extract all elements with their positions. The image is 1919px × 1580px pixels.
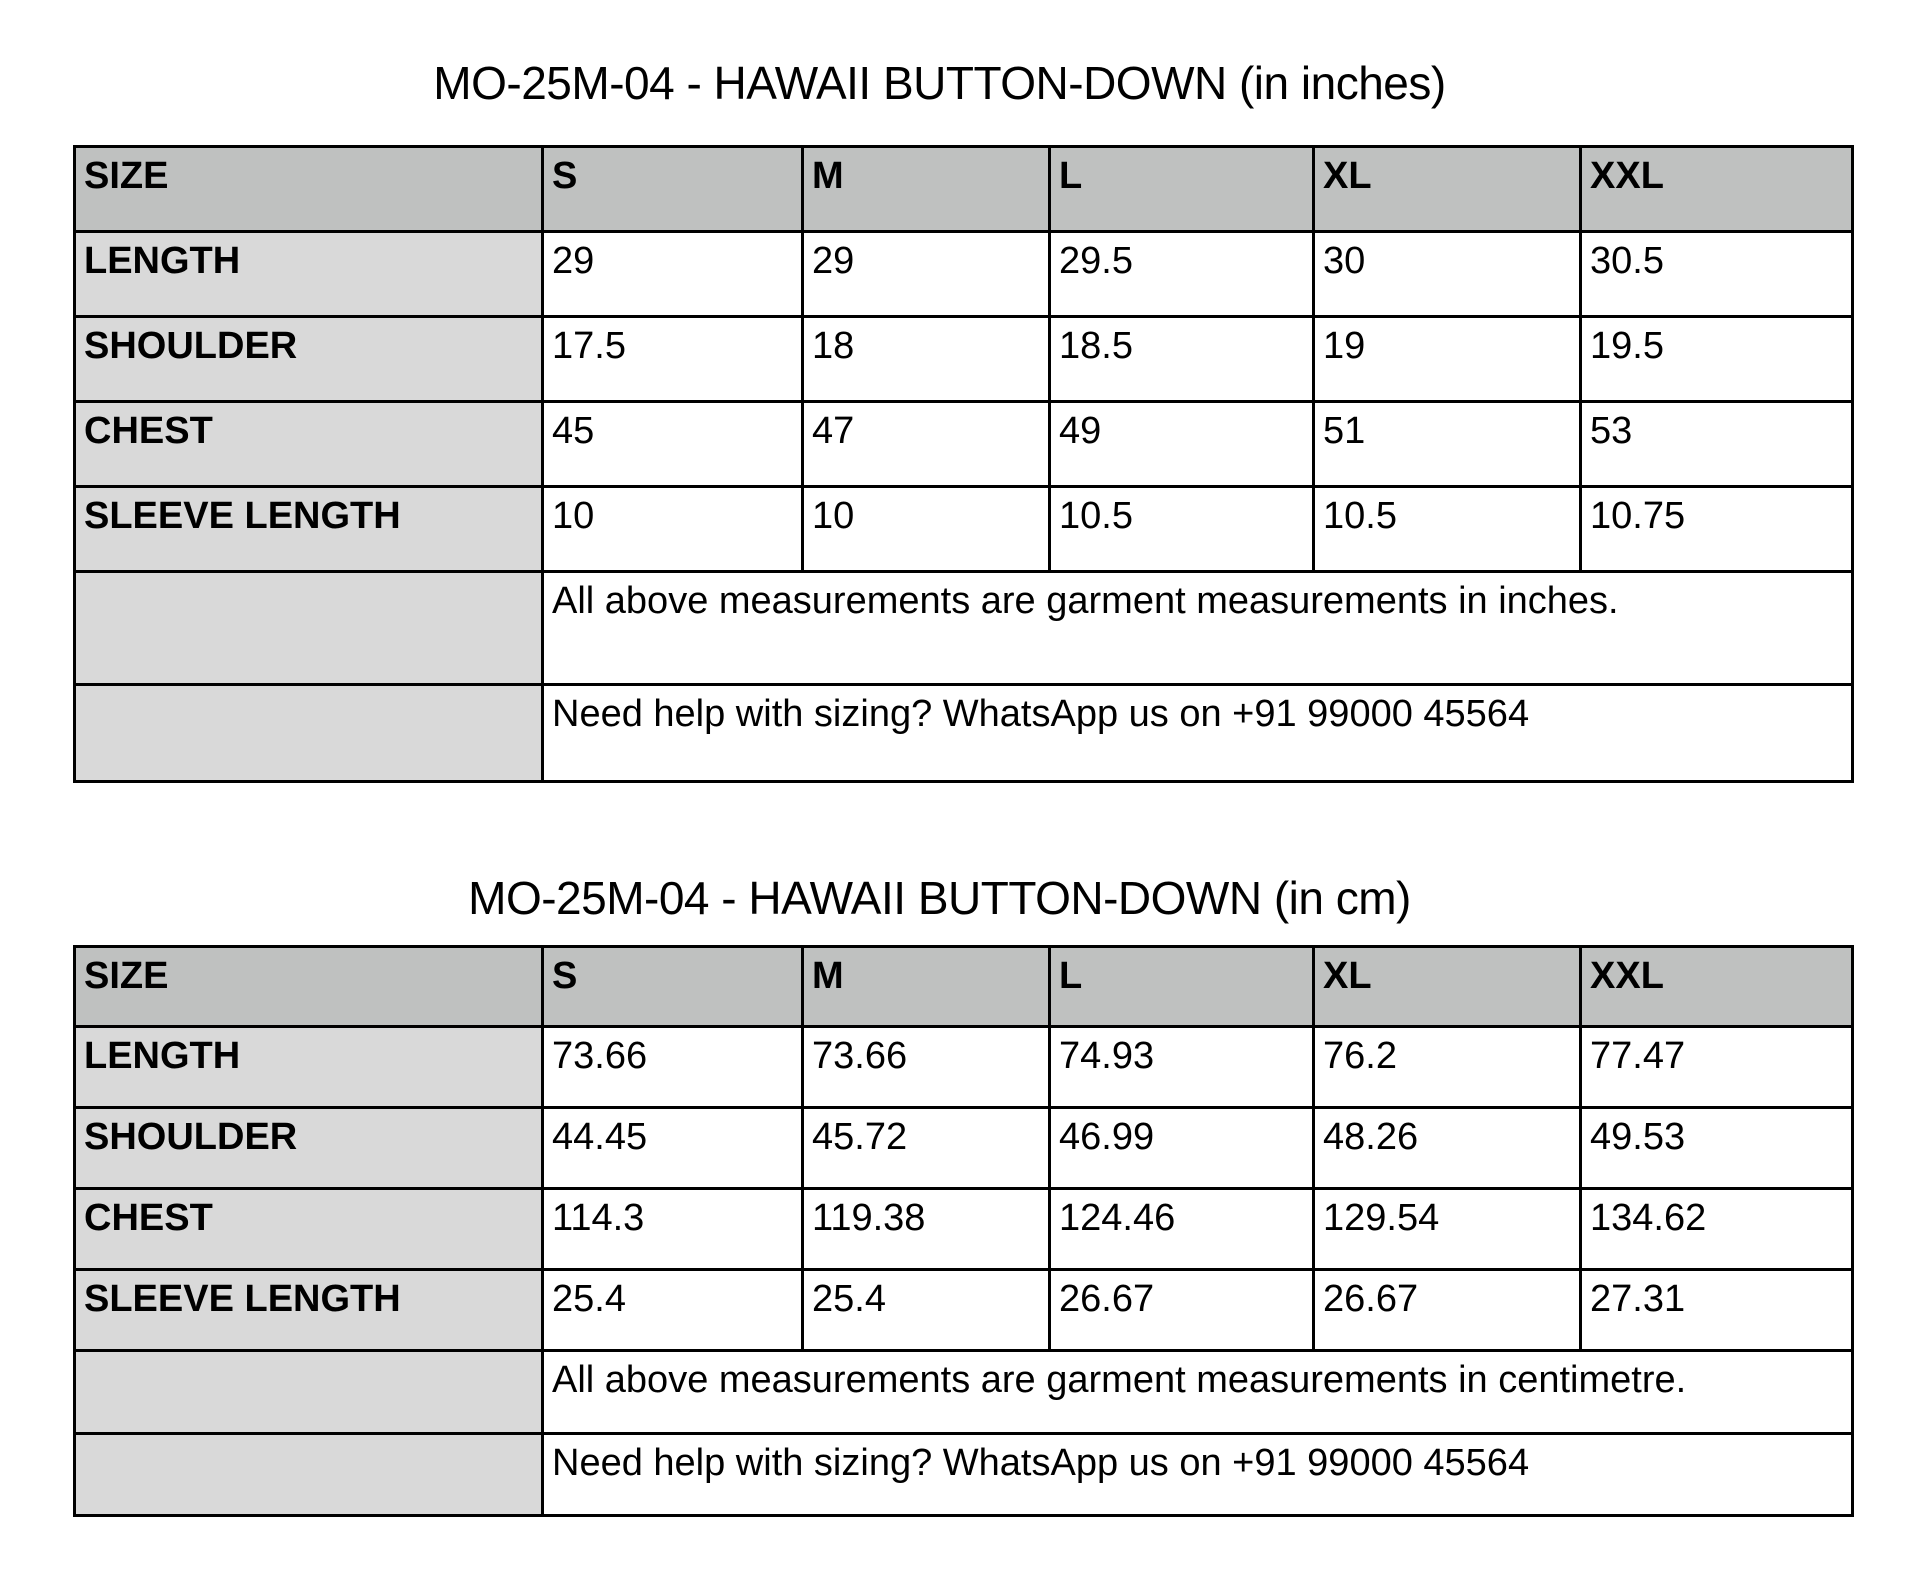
measurement-value: 45.72 bbox=[801, 1106, 1051, 1190]
measurement-label: CHEST bbox=[73, 400, 544, 488]
inches-size-table: SIZE S M L XL XXL LENGTH 29 29 29.5 30 30.5 SHOULDER… bbox=[73, 145, 1854, 783]
measurement-row: SHOULDER 44.45 45.72 46.99 48.26 49.53 bbox=[73, 1106, 1854, 1190]
size-m-header-cell: M bbox=[801, 145, 1051, 233]
measurement-label: LENGTH bbox=[73, 1025, 544, 1109]
measurement-value: 49.53 bbox=[1579, 1106, 1854, 1190]
empty-label-cell bbox=[73, 683, 544, 783]
measurement-value: 18.5 bbox=[1048, 315, 1315, 403]
size-header-cell: SIZE bbox=[73, 945, 544, 1028]
inches-table-title: MO-25M-04 - HAWAII BUTTON-DOWN (in inche… bbox=[433, 57, 1446, 109]
size-s-header-cell: S bbox=[541, 945, 804, 1028]
help-row: Need help with sizing? WhatsApp us on +9… bbox=[73, 1432, 1854, 1517]
measurement-value: 77.47 bbox=[1579, 1025, 1854, 1109]
measurement-value: 124.46 bbox=[1048, 1187, 1315, 1271]
measurement-value: 48.26 bbox=[1312, 1106, 1582, 1190]
measurement-note: All above measurements are garment measu… bbox=[541, 1349, 1854, 1435]
help-row: Need help with sizing? WhatsApp us on +9… bbox=[73, 683, 1854, 783]
size-l-header-cell: L bbox=[1048, 945, 1315, 1028]
measurement-value: 74.93 bbox=[1048, 1025, 1315, 1109]
header-row: SIZE S M L XL XXL bbox=[73, 945, 1854, 1028]
header-row: SIZE S M L XL XXL bbox=[73, 145, 1854, 233]
measurement-row: SLEEVE LENGTH 25.4 25.4 26.67 26.67 27.31 bbox=[73, 1268, 1854, 1352]
measurement-row: CHEST 45 47 49 51 53 bbox=[73, 400, 1854, 488]
size-s-header-cell: S bbox=[541, 145, 804, 233]
empty-label-cell bbox=[73, 1432, 544, 1517]
measurement-value: 47 bbox=[801, 400, 1051, 488]
measurement-row: CHEST 114.3 119.38 124.46 129.54 134.62 bbox=[73, 1187, 1854, 1271]
measurement-value: 73.66 bbox=[541, 1025, 804, 1109]
measurement-value: 19 bbox=[1312, 315, 1582, 403]
measurement-value: 76.2 bbox=[1312, 1025, 1582, 1109]
measurement-value: 25.4 bbox=[801, 1268, 1051, 1352]
size-m-header-cell: M bbox=[801, 945, 1051, 1028]
measurement-value: 19.5 bbox=[1579, 315, 1854, 403]
measurement-value: 29 bbox=[541, 230, 804, 318]
size-header-cell: SIZE bbox=[73, 145, 544, 233]
measurement-label: SLEEVE LENGTH bbox=[73, 485, 544, 573]
size-xxl-header-cell: XXL bbox=[1579, 145, 1854, 233]
measurement-label: CHEST bbox=[73, 1187, 544, 1271]
cm-size-table: SIZE S M L XL XXL LENGTH 73.66 73.66 74.93 76.2 77.… bbox=[73, 945, 1854, 1517]
measurement-value: 119.38 bbox=[801, 1187, 1051, 1271]
whatsapp-help-text: Need help with sizing? WhatsApp us on +9… bbox=[541, 1432, 1854, 1517]
measurement-value: 49 bbox=[1048, 400, 1315, 488]
measurement-value: 10.5 bbox=[1048, 485, 1315, 573]
measurement-value: 17.5 bbox=[541, 315, 804, 403]
measurement-row: SLEEVE LENGTH 10 10 10.5 10.5 10.75 bbox=[73, 485, 1854, 573]
size-l-header-cell: L bbox=[1048, 145, 1315, 233]
measurement-row: LENGTH 73.66 73.66 74.93 76.2 77.47 bbox=[73, 1025, 1854, 1109]
note-row: All above measurements are garment measu… bbox=[73, 570, 1854, 686]
whatsapp-help-text: Need help with sizing? WhatsApp us on +9… bbox=[541, 683, 1854, 783]
measurement-value: 73.66 bbox=[801, 1025, 1051, 1109]
measurement-value: 51 bbox=[1312, 400, 1582, 488]
measurement-value: 10.5 bbox=[1312, 485, 1582, 573]
measurement-value: 30 bbox=[1312, 230, 1582, 318]
empty-label-cell bbox=[73, 1349, 544, 1435]
measurement-note: All above measurements are garment measu… bbox=[541, 570, 1854, 686]
measurement-value: 45 bbox=[541, 400, 804, 488]
note-row: All above measurements are garment measu… bbox=[73, 1349, 1854, 1435]
size-xxl-header-cell: XXL bbox=[1579, 945, 1854, 1028]
measurement-value: 134.62 bbox=[1579, 1187, 1854, 1271]
empty-label-cell bbox=[73, 570, 544, 686]
cm-table-title: MO-25M-04 - HAWAII BUTTON-DOWN (in cm) bbox=[468, 872, 1411, 924]
measurement-value: 44.45 bbox=[541, 1106, 804, 1190]
measurement-value: 10.75 bbox=[1579, 485, 1854, 573]
measurement-label: LENGTH bbox=[73, 230, 544, 318]
measurement-value: 114.3 bbox=[541, 1187, 804, 1271]
measurement-value: 10 bbox=[541, 485, 804, 573]
size-xl-header-cell: XL bbox=[1312, 145, 1582, 233]
measurement-value: 27.31 bbox=[1579, 1268, 1854, 1352]
measurement-value: 129.54 bbox=[1312, 1187, 1582, 1271]
measurement-value: 26.67 bbox=[1048, 1268, 1315, 1352]
measurement-row: SHOULDER 17.5 18 18.5 19 19.5 bbox=[73, 315, 1854, 403]
measurement-value: 26.67 bbox=[1312, 1268, 1582, 1352]
measurement-value: 29.5 bbox=[1048, 230, 1315, 318]
measurement-value: 53 bbox=[1579, 400, 1854, 488]
measurement-label: SLEEVE LENGTH bbox=[73, 1268, 544, 1352]
measurement-label: SHOULDER bbox=[73, 315, 544, 403]
measurement-label: SHOULDER bbox=[73, 1106, 544, 1190]
measurement-value: 29 bbox=[801, 230, 1051, 318]
measurement-value: 25.4 bbox=[541, 1268, 804, 1352]
measurement-value: 18 bbox=[801, 315, 1051, 403]
size-xl-header-cell: XL bbox=[1312, 945, 1582, 1028]
measurement-value: 30.5 bbox=[1579, 230, 1854, 318]
measurement-row: LENGTH 29 29 29.5 30 30.5 bbox=[73, 230, 1854, 318]
measurement-value: 46.99 bbox=[1048, 1106, 1315, 1190]
measurement-value: 10 bbox=[801, 485, 1051, 573]
